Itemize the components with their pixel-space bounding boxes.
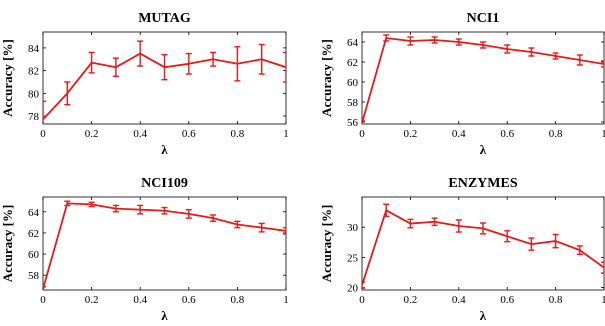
plot-frame [42,196,287,291]
y-axis-label: Accuracy [%] [319,39,334,117]
y-axis-label: Accuracy [%] [0,39,15,117]
y-axis-label: Accuracy [%] [0,205,15,283]
x-axis-label: λ [161,142,168,157]
x-tick-label: 0.2 [85,294,99,306]
y-tick-label: 30 [347,222,359,234]
x-tick-label: 0.4 [133,128,147,140]
series-line [362,209,604,286]
y-tick-label: 62 [347,57,358,69]
chart-panel-0: MUTAG 0 0.2 0.4 0.6 0.8 1 78 80 82 84 λ Accuracy [%] [0,11,289,157]
x-tick-label: 0.8 [231,294,245,306]
y-tick-label: 58 [347,97,359,109]
error-bar [362,120,365,124]
x-tick-label: 1 [601,128,605,140]
chart-title: NCI1 [467,11,500,26]
error-bar [601,60,604,68]
error-bar [601,261,604,274]
plot-frame [361,31,605,125]
x-tick-label: 0.2 [85,128,99,140]
chart-panel-2: NCI109 0 0.2 0.4 0.6 0.8 1 58 60 62 64 λ Accuracy [%… [0,176,289,323]
error-bar [43,100,46,124]
y-tick-label: 60 [28,249,40,261]
x-tick-label: 0.6 [500,128,514,140]
y-tick-label: 62 [28,228,39,240]
y-tick-label: 56 [347,117,359,129]
y-tick-label: 80 [28,88,40,100]
x-tick-label: 0.6 [182,128,196,140]
x-tick-label: 0 [359,128,365,140]
x-tick-label: 1 [601,294,605,306]
x-tick-label: 0.6 [500,294,514,306]
y-tick-label: 60 [347,77,359,89]
plot-frame [361,196,605,291]
x-tick-label: 0 [40,128,46,140]
x-tick-label: 1 [283,128,289,140]
x-tick-label: 0 [40,294,46,306]
x-tick-label: 0.8 [549,128,563,140]
x-tick-label: 0 [359,294,365,306]
error-bar [283,226,286,235]
error-bar [283,51,286,83]
chart-title: NCI109 [141,176,188,191]
x-tick-label: 0.2 [404,294,418,306]
x-axis-label: λ [480,308,487,323]
series-0 [43,200,286,290]
y-tick-label: 84 [28,43,40,55]
series-line [43,202,286,290]
y-tick-label: 64 [347,37,359,49]
y-tick-label: 64 [28,207,40,219]
y-tick-label: 25 [347,252,359,264]
x-tick-label: 1 [283,294,289,306]
x-tick-label: 0.6 [182,294,196,306]
x-axis-label: λ [161,308,168,323]
y-tick-label: 20 [347,283,359,295]
series-0 [362,34,604,124]
x-tick-label: 0.8 [231,128,245,140]
chart-panel-3: ENZYMES 0 0.2 0.4 0.6 0.8 1 20 25 30 λ Accuracy [%] [319,176,605,323]
series-0 [362,203,604,289]
x-tick-label: 0.4 [133,294,147,306]
y-tick-label: 58 [28,270,40,282]
x-tick-label: 0.8 [549,294,563,306]
x-tick-label: 0.2 [404,128,418,140]
series-line [362,37,604,124]
chart-title: ENZYMES [448,176,517,191]
series-0 [43,40,286,124]
x-axis-label: λ [480,142,487,157]
x-tick-label: 0.4 [452,128,466,140]
error-bar [362,281,365,289]
chart-panel-1: NCI1 0 0.2 0.4 0.6 0.8 1 56 58 60 62 64 λ Accuracy [%… [319,11,605,157]
error-bar [43,286,46,290]
y-tick-label: 82 [28,66,39,78]
y-axis-label: Accuracy [%] [319,205,334,283]
y-tick-label: 78 [28,111,40,123]
chart-title: MUTAG [138,11,191,26]
x-tick-label: 0.4 [452,294,466,306]
